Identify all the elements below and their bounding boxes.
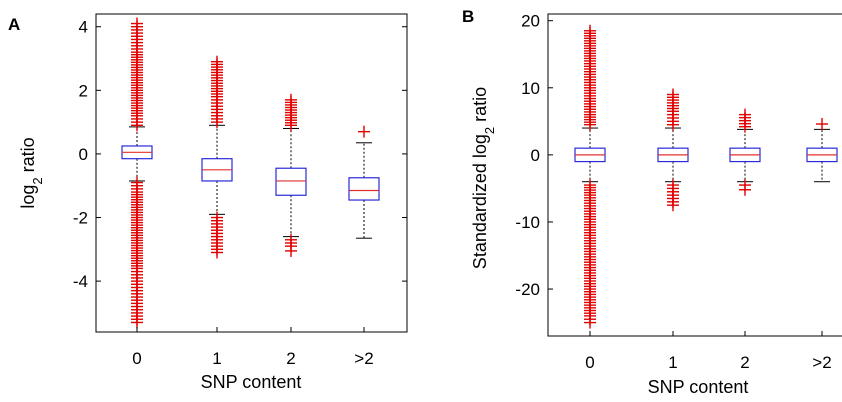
- y-axis-label-a: log2 ratio: [18, 137, 45, 208]
- x-tick-label: 1: [668, 353, 677, 372]
- y-axis-label-b-rest: ratio: [470, 87, 490, 127]
- box-group-gt2: [348, 125, 380, 239]
- panel-letter-b: B: [462, 7, 474, 26]
- box-group-1: [657, 88, 689, 212]
- y-axis-label-b-sub: 2: [482, 127, 497, 134]
- y-tick-label: -4: [73, 272, 88, 291]
- box-group-2: [729, 108, 761, 196]
- y-tick-label: 0: [531, 146, 540, 165]
- box-group-0: [574, 24, 606, 329]
- x-tick-label: 0: [585, 353, 594, 372]
- iqr-box: [275, 167, 307, 196]
- y-ticks-a: 4 2 0 -2 -4: [73, 18, 407, 291]
- box-group-gt2: [806, 118, 838, 183]
- panel-b: B 20 10 0 -10 -20 0 1 2 >2 SNP content Standard…: [462, 7, 842, 397]
- boxes-b: [574, 24, 838, 329]
- plot-frame-b: [547, 13, 842, 337]
- x-tick-label: >2: [812, 353, 831, 372]
- x-tick-label: 2: [286, 349, 295, 368]
- x-axis-label-b: SNP content: [648, 377, 749, 397]
- y-tick-label: 2: [79, 81, 88, 100]
- y-axis-label-b-main: Standardized log: [470, 134, 490, 269]
- plot-frame-a: [95, 13, 408, 333]
- y-axis-label-a-sub: 2: [30, 177, 45, 184]
- box-group-1: [201, 55, 233, 259]
- y-axis-label-a-rest: ratio: [18, 137, 38, 177]
- y-tick-label: -10: [515, 213, 540, 232]
- boxes-a: [121, 17, 380, 329]
- y-axis-label-b: Standardized log2 ratio: [470, 87, 497, 269]
- panel-letter-a: A: [8, 15, 20, 34]
- y-tick-label: 10: [521, 79, 540, 98]
- box-group-0: [121, 17, 153, 329]
- y-tick-label: -2: [73, 209, 88, 228]
- x-tick-label: >2: [354, 349, 373, 368]
- panel-a: A 420-2-4 0 1 2 >2 SNP content log2 ratio: [8, 13, 408, 392]
- y-ticks-b: 20 10 0 -10 -20: [515, 12, 553, 299]
- iqr-box: [348, 177, 380, 201]
- x-tick-label: 1: [212, 349, 221, 368]
- x-tick-label: 2: [740, 353, 749, 372]
- y-tick-label: 20: [521, 12, 540, 31]
- y-tick-label: -20: [515, 280, 540, 299]
- x-ticks-a: 0 1 2 >2: [132, 327, 374, 368]
- y-tick-label: 0: [79, 145, 88, 164]
- box-group-2: [275, 93, 307, 257]
- y-tick-label: 4: [79, 18, 88, 37]
- y-axis-label-a-main: log: [18, 185, 38, 209]
- x-axis-label-a: SNP content: [201, 372, 302, 392]
- x-tick-label: 0: [132, 349, 141, 368]
- x-ticks-b: 0 1 2 >2: [585, 331, 832, 372]
